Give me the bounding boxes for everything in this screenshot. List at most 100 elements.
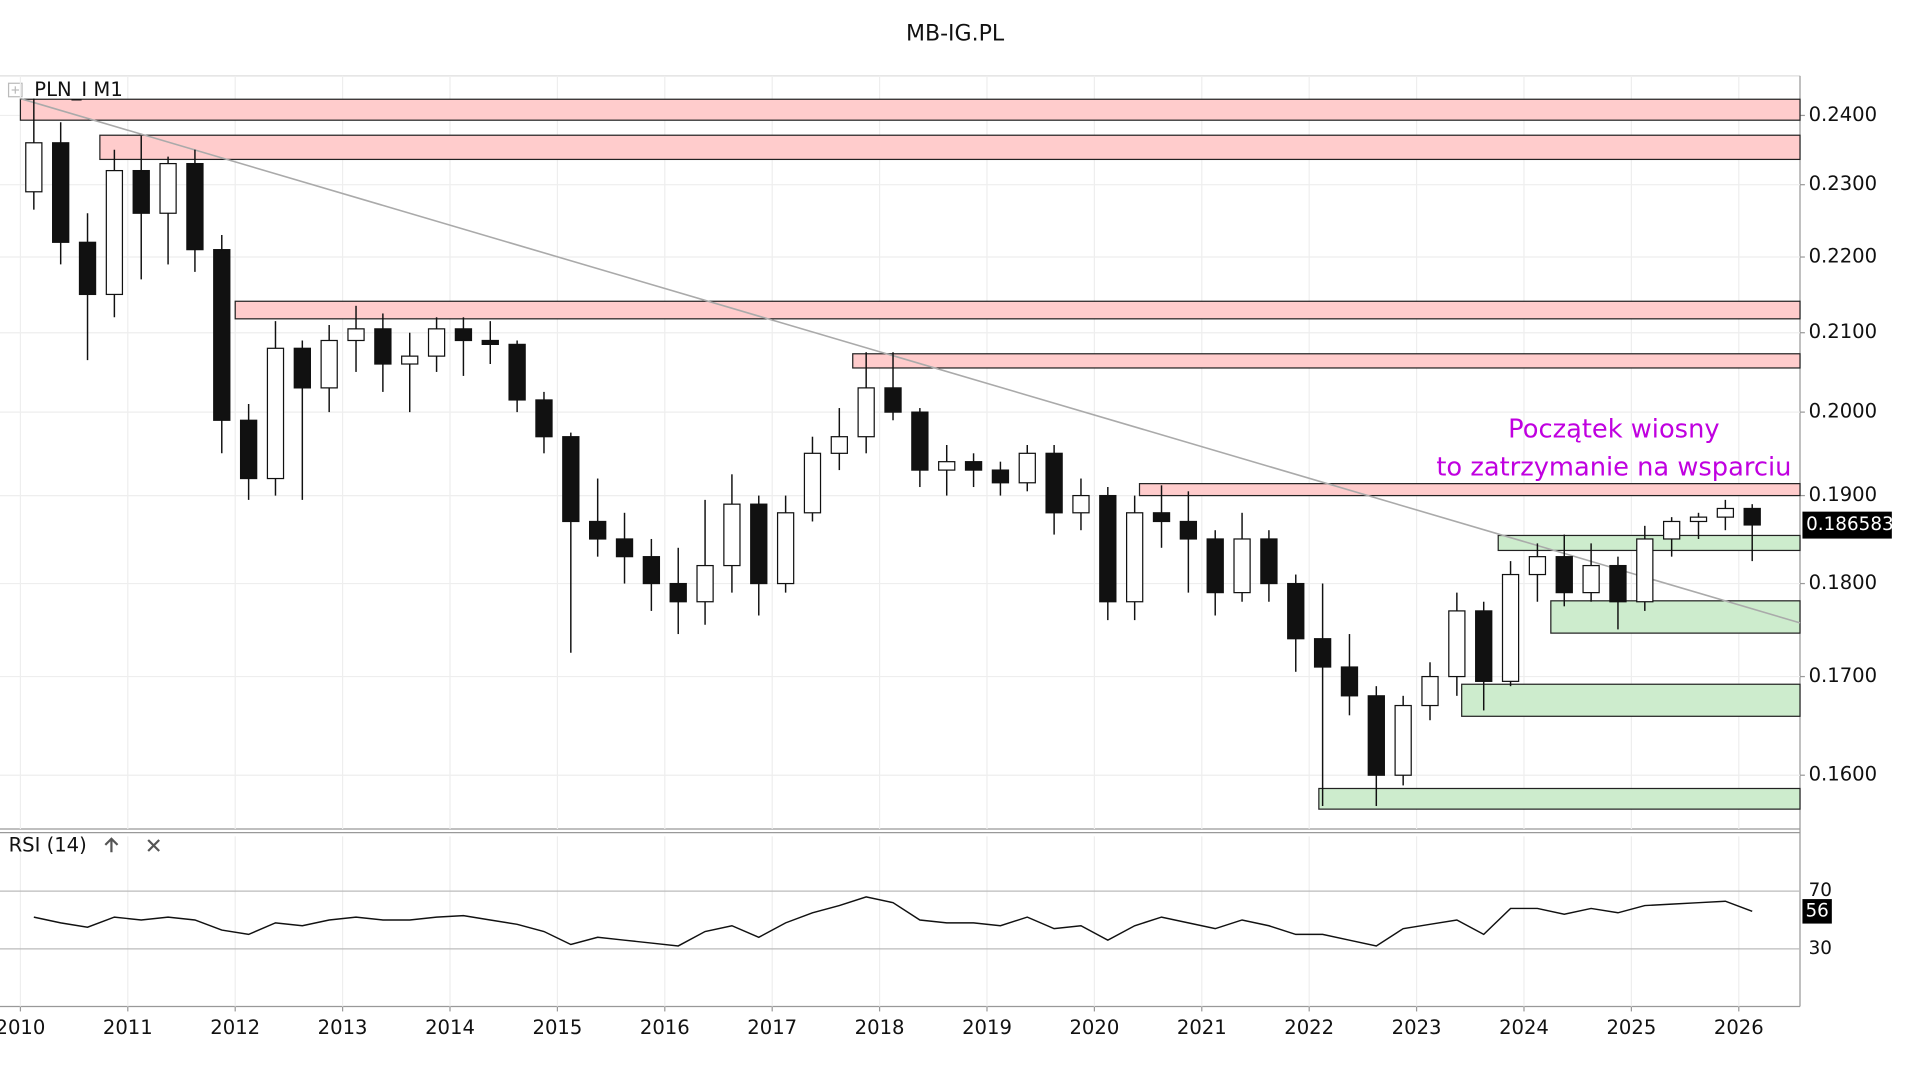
candle-body bbox=[454, 328, 473, 342]
candle-body bbox=[266, 347, 285, 480]
price-zone bbox=[99, 134, 1801, 161]
candle-body bbox=[857, 387, 875, 438]
candle-body bbox=[696, 564, 714, 603]
candle-body bbox=[1475, 610, 1493, 682]
close-icon[interactable] bbox=[147, 839, 160, 852]
x-tick-label: 2013 bbox=[318, 1016, 368, 1039]
candle-body bbox=[1287, 582, 1305, 640]
x-tick-label: 2011 bbox=[103, 1016, 153, 1039]
candle-body bbox=[1662, 520, 1681, 540]
x-tick-label: 2020 bbox=[1069, 1016, 1119, 1039]
candle-body bbox=[642, 556, 661, 585]
candle-body bbox=[213, 249, 231, 421]
annotation: Początek wiosny bbox=[1508, 414, 1719, 444]
candle-body bbox=[830, 436, 848, 454]
y-tick-label: 0.2000 bbox=[1809, 400, 1878, 423]
candle-body bbox=[535, 399, 553, 438]
candle-body bbox=[25, 142, 43, 193]
price-zone bbox=[852, 353, 1801, 369]
candle-body bbox=[401, 355, 419, 365]
candle-body bbox=[132, 169, 150, 214]
candle-body bbox=[1045, 452, 1063, 514]
candle-body bbox=[239, 419, 258, 480]
y-tick-label: 0.2400 bbox=[1809, 103, 1878, 126]
price-zone bbox=[1138, 483, 1801, 497]
candle-body bbox=[78, 241, 97, 296]
price-zone bbox=[1550, 600, 1801, 634]
x-tick-label: 2015 bbox=[532, 1016, 582, 1039]
price-zone bbox=[234, 300, 1801, 320]
candle-body bbox=[1448, 610, 1466, 678]
candle-body bbox=[1609, 564, 1627, 603]
candle-body bbox=[1743, 507, 1761, 526]
candle-body bbox=[589, 520, 607, 540]
candle-body bbox=[938, 461, 956, 471]
candle-body bbox=[1716, 507, 1735, 518]
candle-body bbox=[1018, 452, 1036, 484]
candle-body bbox=[1689, 516, 1708, 523]
candle-body bbox=[1421, 675, 1439, 707]
candle-body bbox=[1099, 494, 1117, 603]
grid bbox=[0, 75, 1805, 1012]
y-tick-label: 0.1600 bbox=[1809, 763, 1878, 786]
candle-body bbox=[1260, 538, 1278, 585]
candle-body bbox=[508, 343, 526, 401]
candle-body bbox=[911, 411, 929, 471]
candle-body bbox=[1528, 556, 1547, 576]
candle-body bbox=[1179, 520, 1198, 540]
last-price-box bbox=[1802, 511, 1892, 539]
y-tick-label: 0.2200 bbox=[1809, 245, 1878, 268]
x-tick-label: 2017 bbox=[747, 1016, 797, 1039]
candle-body bbox=[320, 339, 338, 389]
symbol-label: PLN_I M1 bbox=[34, 78, 123, 101]
move-up-icon[interactable] bbox=[104, 837, 119, 853]
candle-body bbox=[776, 512, 795, 585]
rsi-title: RSI (14) bbox=[9, 834, 87, 857]
trendline bbox=[20, 97, 1801, 624]
candle-body bbox=[1582, 564, 1600, 594]
x-tick-label: 2026 bbox=[1714, 1016, 1764, 1039]
price-zone bbox=[1461, 683, 1801, 717]
candle-body bbox=[1152, 512, 1171, 523]
x-tick-label: 2016 bbox=[640, 1016, 690, 1039]
candle-body bbox=[1501, 573, 1520, 682]
candle-body bbox=[1313, 638, 1332, 668]
candle-body bbox=[991, 469, 1010, 484]
rsi-line bbox=[33, 896, 1753, 947]
x-tick-label: 2024 bbox=[1499, 1016, 1549, 1039]
x-tick-label: 2021 bbox=[1177, 1016, 1227, 1039]
x-tick-label: 2014 bbox=[425, 1016, 475, 1039]
candle-body bbox=[293, 347, 311, 389]
price-zone bbox=[19, 98, 1801, 121]
candle-body bbox=[159, 162, 177, 214]
candle-body bbox=[1072, 494, 1090, 514]
y-tick-label: 0.1900 bbox=[1809, 483, 1878, 506]
candle-body bbox=[1636, 538, 1654, 603]
y-tick-label: 0.2100 bbox=[1809, 320, 1878, 343]
candle-body bbox=[884, 387, 902, 413]
x-tick-label: 2010 bbox=[0, 1016, 45, 1039]
x-tick-label: 2012 bbox=[210, 1016, 260, 1039]
plot bbox=[19, 97, 1801, 947]
candle-body bbox=[615, 538, 634, 558]
rsi-tick-label: 70 bbox=[1809, 880, 1832, 901]
candle-body bbox=[374, 328, 392, 365]
candle-body bbox=[750, 503, 768, 585]
rsi-tick-label: 30 bbox=[1809, 938, 1832, 959]
y-tick-label: 0.1700 bbox=[1809, 664, 1878, 687]
candle-body bbox=[1206, 538, 1224, 594]
candle-body bbox=[803, 452, 822, 514]
chart-title: MB-IG.PL bbox=[906, 21, 1005, 46]
x-tick-label: 2023 bbox=[1392, 1016, 1442, 1039]
candle-body bbox=[52, 142, 70, 243]
candle-body bbox=[481, 339, 499, 345]
candle-body bbox=[105, 169, 124, 296]
x-tick-label: 2025 bbox=[1606, 1016, 1656, 1039]
candle-body bbox=[1394, 704, 1412, 776]
candle-body bbox=[723, 503, 741, 567]
x-tick-label: 2018 bbox=[855, 1016, 905, 1039]
candle-body bbox=[562, 436, 580, 523]
collapse-icon[interactable] bbox=[7, 82, 23, 98]
